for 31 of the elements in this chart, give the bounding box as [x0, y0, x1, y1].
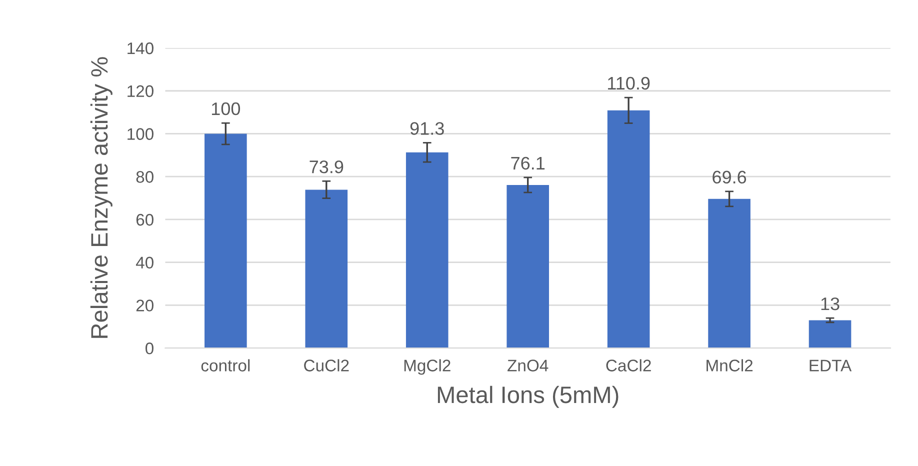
bar: [406, 152, 448, 348]
data-label: 100: [212, 102, 240, 116]
x-tick-label: control: [201, 359, 250, 372]
bar: [305, 190, 348, 348]
bar: [607, 110, 650, 348]
data-label: 110.9: [608, 76, 650, 90]
y-tick-label: 60: [136, 214, 154, 226]
bar: [708, 198, 750, 348]
bar: [808, 320, 852, 348]
y-axis-title: Relative Enzyme activity %: [90, 57, 112, 338]
y-tick-label: 80: [136, 171, 154, 183]
y-tick-label: 140: [128, 42, 154, 54]
y-tick-label: 120: [128, 85, 154, 98]
x-tick-label: MnCl2: [706, 359, 753, 372]
x-tick-label: EDTA: [810, 360, 852, 372]
data-label: 13: [821, 297, 840, 310]
y-tick-label: 40: [136, 256, 154, 269]
y-tick-label: 0: [146, 342, 154, 354]
x-tick-label: CuCl2: [304, 359, 349, 372]
x-axis-title: Metal Ions (5mM): [438, 386, 618, 408]
data-label: 69.6: [712, 170, 746, 184]
x-tick-label: CaCl2: [606, 359, 651, 372]
y-tick-label: 100: [128, 128, 154, 140]
data-label: 91.3: [410, 122, 444, 135]
data-label: 73.9: [310, 160, 344, 174]
x-tick-label: MgCl2: [404, 359, 450, 375]
data-label: 76.1: [511, 156, 545, 170]
x-tick-label: ZnO4: [508, 360, 548, 372]
bar: [506, 184, 549, 348]
y-tick-label: 20: [136, 300, 154, 312]
bar: [204, 134, 247, 348]
